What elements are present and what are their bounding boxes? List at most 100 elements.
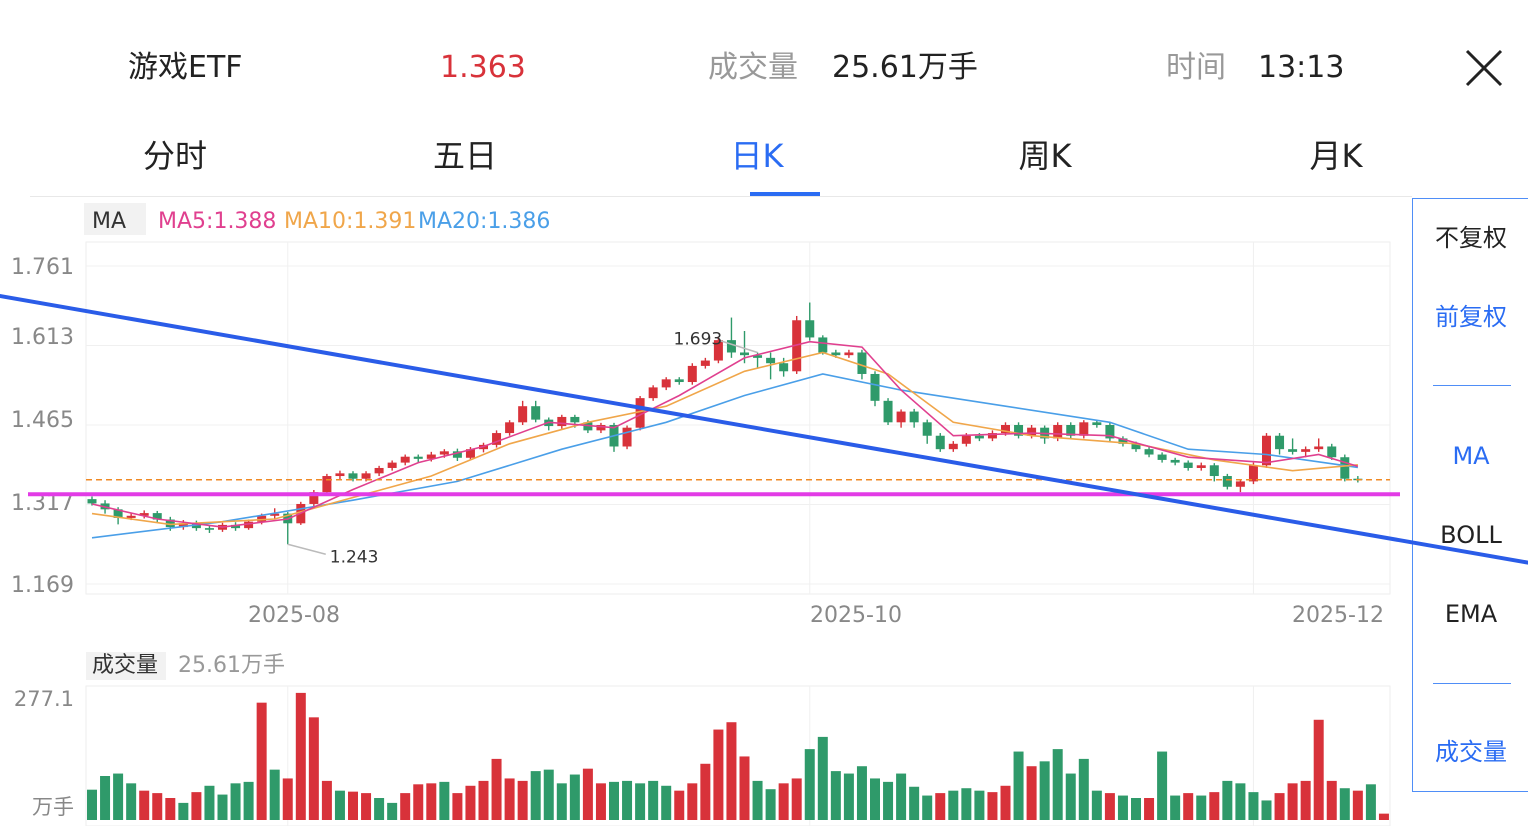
candle [1170, 459, 1180, 463]
volume-legend-value: 25.61万手 [178, 653, 285, 678]
candle [309, 492, 319, 504]
volume-bar [204, 785, 215, 820]
candle [283, 513, 293, 524]
volume-max-tick: 277.1 [14, 687, 74, 711]
high-price-label: 1.693 [674, 329, 723, 349]
tab-intraday[interactable]: 分时 [142, 137, 208, 175]
menu-no-adjust[interactable]: 不复权 [1435, 224, 1507, 252]
volume-bar [582, 768, 593, 820]
candle [740, 352, 749, 356]
volume-bar [139, 790, 150, 820]
candle [426, 454, 436, 459]
x-tick-label: 2025-10 [810, 603, 902, 628]
volume-bar [465, 785, 476, 820]
candle [1209, 465, 1219, 477]
volume-bar [843, 773, 854, 820]
candle [1040, 427, 1050, 439]
candle [766, 357, 776, 364]
volume-bar [530, 771, 541, 820]
candle [635, 398, 645, 428]
volume-bar [1222, 780, 1233, 820]
candle [779, 363, 789, 372]
candle [753, 355, 763, 358]
candle [948, 443, 958, 450]
candle [87, 499, 97, 504]
menu-boll[interactable]: BOLL [1440, 521, 1502, 549]
candle [674, 379, 684, 383]
trend-line [0, 293, 1528, 565]
candle [935, 435, 945, 450]
menu-forward-adjust[interactable]: 前复权 [1435, 303, 1507, 331]
tab-daily-k[interactable]: 日K [730, 137, 784, 175]
volume-bar [1091, 790, 1102, 820]
candle [387, 462, 397, 468]
candle [100, 503, 110, 510]
candle [204, 528, 214, 530]
menu-ma[interactable]: MA [1452, 442, 1490, 470]
candle [844, 352, 854, 356]
volume-unit-label: 万手 [32, 795, 74, 819]
volume-bar [1117, 795, 1128, 820]
candle [1157, 454, 1167, 460]
y-tick-label: 1.317 [11, 491, 74, 516]
menu-ema[interactable]: EMA [1444, 600, 1498, 628]
volume-bar [348, 791, 358, 820]
volume-bar [282, 778, 293, 820]
candle [1001, 425, 1010, 434]
volume-label: 成交量 [708, 50, 798, 85]
volume-bar [896, 773, 907, 820]
low-marker-line [287, 543, 326, 555]
tab-five-day[interactable]: 五日 [432, 137, 498, 175]
volume-bar [1352, 790, 1363, 820]
high-marker-line [719, 339, 758, 354]
candle [191, 523, 201, 529]
candle [218, 524, 227, 530]
volume-bar [1365, 784, 1376, 820]
volume-bar [1313, 719, 1324, 820]
volume-bar [1052, 749, 1063, 820]
candle [896, 411, 906, 423]
candle [792, 320, 802, 372]
candle [335, 473, 345, 477]
y-tick-label: 1.465 [11, 408, 74, 433]
volume-bar [830, 771, 841, 820]
candle [1222, 476, 1232, 487]
candle [726, 340, 736, 353]
volume-bar [165, 798, 176, 820]
volume-bar [635, 783, 646, 820]
candle [452, 451, 462, 458]
volume-bar [569, 774, 580, 820]
candle [178, 523, 188, 528]
volume-bar [674, 790, 685, 820]
candle [139, 513, 149, 516]
volume-bar [595, 783, 606, 820]
candle [713, 340, 723, 361]
candle [987, 433, 997, 439]
volume-bar [178, 802, 189, 820]
tab-monthly-k[interactable]: 月K [1309, 137, 1363, 175]
candle [909, 411, 919, 423]
menu-volume[interactable]: 成交量 [1435, 738, 1507, 766]
ma10-line [91, 351, 1358, 526]
candle [231, 524, 241, 529]
candle [165, 519, 175, 528]
menu-divider [1433, 385, 1511, 386]
candle [544, 419, 554, 427]
volume-bar [974, 790, 985, 820]
last-price: 1.363 [440, 50, 526, 85]
tab-weekly-k[interactable]: 周K [1018, 137, 1072, 175]
volume-bar [1065, 773, 1076, 820]
volume-bar [1274, 793, 1285, 820]
candle [296, 503, 306, 524]
close-icon[interactable] [1462, 46, 1506, 90]
volume-bar [308, 717, 319, 820]
candle [1248, 465, 1258, 482]
volume-bar [1378, 813, 1389, 820]
volume-bar [361, 793, 372, 820]
volume-bar [217, 794, 228, 820]
candle [805, 320, 815, 338]
volume-bar [1157, 751, 1168, 820]
volume-bar [87, 789, 97, 820]
volume-bar [439, 781, 450, 820]
candle [126, 515, 136, 518]
